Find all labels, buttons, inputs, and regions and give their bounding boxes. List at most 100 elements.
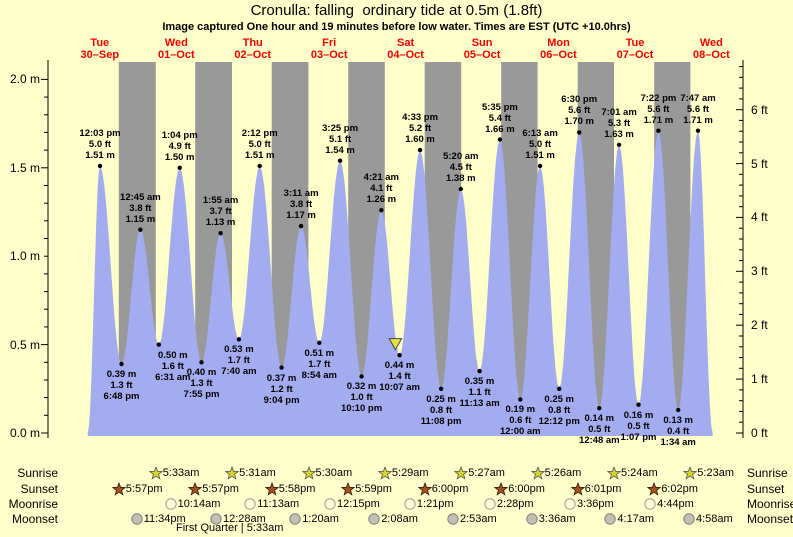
day-date: 08–Oct [693, 49, 730, 61]
sunrise-row-label-right: Sunrise [747, 466, 788, 480]
sunset-marker: 6:01pm [570, 482, 621, 496]
high-tide-annotation: 7:01 am 5.3 ft 1.63 m [601, 106, 637, 140]
tide-extreme-dot [676, 407, 681, 413]
sunset-time: 5:59pm [355, 483, 392, 495]
moonrise-moon-icon [404, 498, 416, 510]
sunrise-star-icon [377, 466, 392, 480]
low-tide-annotation: 0.53 m 1.7 ft 7:40 am [221, 344, 257, 378]
high-tide-annotation: 1:55 am 3.7 ft 1.13 m [202, 195, 239, 229]
low-tide-annotation: 0.39 m 1.3 ft 6:48 pm [103, 369, 140, 402]
high-tide-annotation: 12:45 am 3.8 ft 1.15 m [120, 191, 161, 225]
tide-extreme-dot [97, 163, 103, 169]
low-tide-annotation: 0.50 m 1.6 ft 6:31 am [155, 349, 191, 383]
day-label: Sat 04–Oct [387, 37, 424, 61]
low-tide-annotation: 0.19 m 0.6 ft 12:00 am [499, 404, 541, 438]
sunset-marker: 5:58pm [264, 482, 315, 496]
y-axis-label-ft: 1 ft [751, 372, 768, 387]
moonrise-time: 4:44pm [657, 498, 694, 510]
day-name: Tue [625, 37, 645, 49]
moonset-row-label-left: Moonset [11, 512, 58, 526]
y-axis-label-m: 2.0 m [9, 72, 40, 87]
tide-extreme-dot [597, 406, 602, 411]
moonrise-moon-icon [324, 498, 336, 510]
tide-extreme-dot [518, 397, 523, 402]
sunset-marker: 5:59pm [341, 482, 392, 496]
moonset-moon-icon [683, 513, 695, 525]
sunset-marker: 5:57pm [111, 482, 163, 496]
tide-extreme-dot [317, 340, 322, 345]
tide-extreme-dot [156, 342, 161, 347]
tide-extreme-dot [337, 158, 343, 163]
tide-extreme-dot [636, 402, 641, 407]
sunrise-row-label-left: Sunrise [17, 466, 58, 480]
sunrise-marker: 5:31am [225, 466, 276, 480]
moonrise-time: 12:15pm [337, 498, 380, 510]
sunset-time: 6:02pm [661, 483, 698, 495]
day-date: 02–Oct [234, 49, 272, 61]
y-axis-label-ft: 6 ft [751, 102, 768, 117]
moonset-time: 4:17am [617, 513, 655, 525]
sunset-star-icon [188, 482, 203, 496]
tide-extreme-dot [138, 227, 143, 232]
sunrise-marker: 5:24am [607, 466, 658, 480]
moonset-moon-icon [289, 513, 301, 525]
sunset-star-icon [264, 482, 279, 496]
tide-extreme-dot [537, 163, 543, 169]
moonset-moon-icon [210, 513, 222, 525]
moonset-moon-icon [130, 513, 143, 525]
y-axis-label-ft: 3 ft [751, 264, 768, 279]
moonrise-marker: 11:13am [243, 497, 299, 511]
high-tide-annotation: 7:47 am 5.6 ft 1.71 m [680, 92, 716, 126]
tide-extreme-dot [458, 186, 463, 192]
sunrise-time: 5:26am [544, 467, 582, 479]
moonset-marker: 2:53am [446, 512, 497, 526]
moonrise-marker: 3:36pm [563, 497, 614, 511]
day-name: Wed [699, 37, 723, 49]
low-tide-annotation: 0.25 m 0.8 ft 12:12 pm [538, 393, 580, 427]
moonset-time: 2:53am [460, 513, 497, 525]
moonrise-time: 1:21pm [416, 498, 454, 510]
low-tide-annotation: 0.16 m 0.5 ft 1:07 pm [620, 409, 657, 443]
low-tide-annotation: 0.13 m 0.4 ft 1:34 am [660, 415, 696, 448]
day-label: Tue 07–Oct [617, 37, 654, 61]
moonset-time: 11:34pm [143, 513, 186, 525]
high-tide-annotation: 1:04 pm 4.9 ft 1.50 m [161, 129, 198, 163]
moon-phase-note: First Quarter | 5:33am [176, 522, 284, 534]
sunset-star-icon [570, 482, 585, 496]
moonset-time: 2:08am [381, 513, 418, 525]
sunset-star-icon [111, 482, 126, 496]
sunrise-star-icon [301, 466, 316, 480]
sunset-row-label-right: Sunset [747, 482, 785, 496]
y-axis-label-ft: 0 ft [751, 426, 768, 440]
sunrise-star-icon [530, 466, 545, 480]
sunset-marker: 6:00pm [417, 482, 468, 496]
sunrise-star-icon [607, 466, 621, 480]
high-tide-annotation: 4:33 pm 5.2 ft 1.60 m [402, 112, 439, 146]
sunset-marker: 5:57pm [188, 482, 239, 496]
day-date: 01–Oct [157, 49, 195, 61]
moonset-marker: 2:08am [367, 512, 418, 526]
day-date: 04–Oct [387, 49, 424, 61]
moonset-marker: 4:58am [682, 512, 733, 526]
sunrise-time: 5:27am [468, 467, 505, 479]
high-tide-annotation: 3:25 pm 5.1 ft 1.54 m [322, 122, 359, 156]
moonrise-moon-icon [164, 498, 177, 510]
tide-extreme-dot [397, 353, 402, 358]
tide-extreme-dot [557, 386, 562, 391]
sunset-time: 6:00pm [431, 483, 469, 495]
y-axis-label-m: 1.5 m [9, 160, 40, 175]
day-date: 06–Oct [540, 49, 577, 61]
moonset-moon-icon [526, 513, 538, 525]
day-label: Thu 02–Oct [234, 37, 271, 61]
high-tide-annotation: 5:35 pm 5.4 ft 1.66 m [481, 101, 518, 135]
day-name: Sat [397, 37, 415, 49]
tide-extreme-dot [438, 386, 444, 391]
high-tide-annotation: 6:13 am 5.0 ft 1.51 m [522, 128, 558, 161]
moonrise-row-label-right: Moonrise [747, 497, 793, 511]
high-tide-annotation: 3:11 am 3.8 ft 1.17 m [283, 188, 319, 222]
high-tide-annotation: 7:22 pm 5.6 ft 1.71 m [640, 92, 677, 126]
low-tide-annotation: 0.40 m 1.3 ft 7:55 pm [183, 367, 220, 401]
moonrise-marker: 1:21pm [403, 497, 454, 511]
tide-extreme-dot [577, 130, 582, 135]
moonrise-row-label-left: Moonrise [8, 497, 58, 511]
